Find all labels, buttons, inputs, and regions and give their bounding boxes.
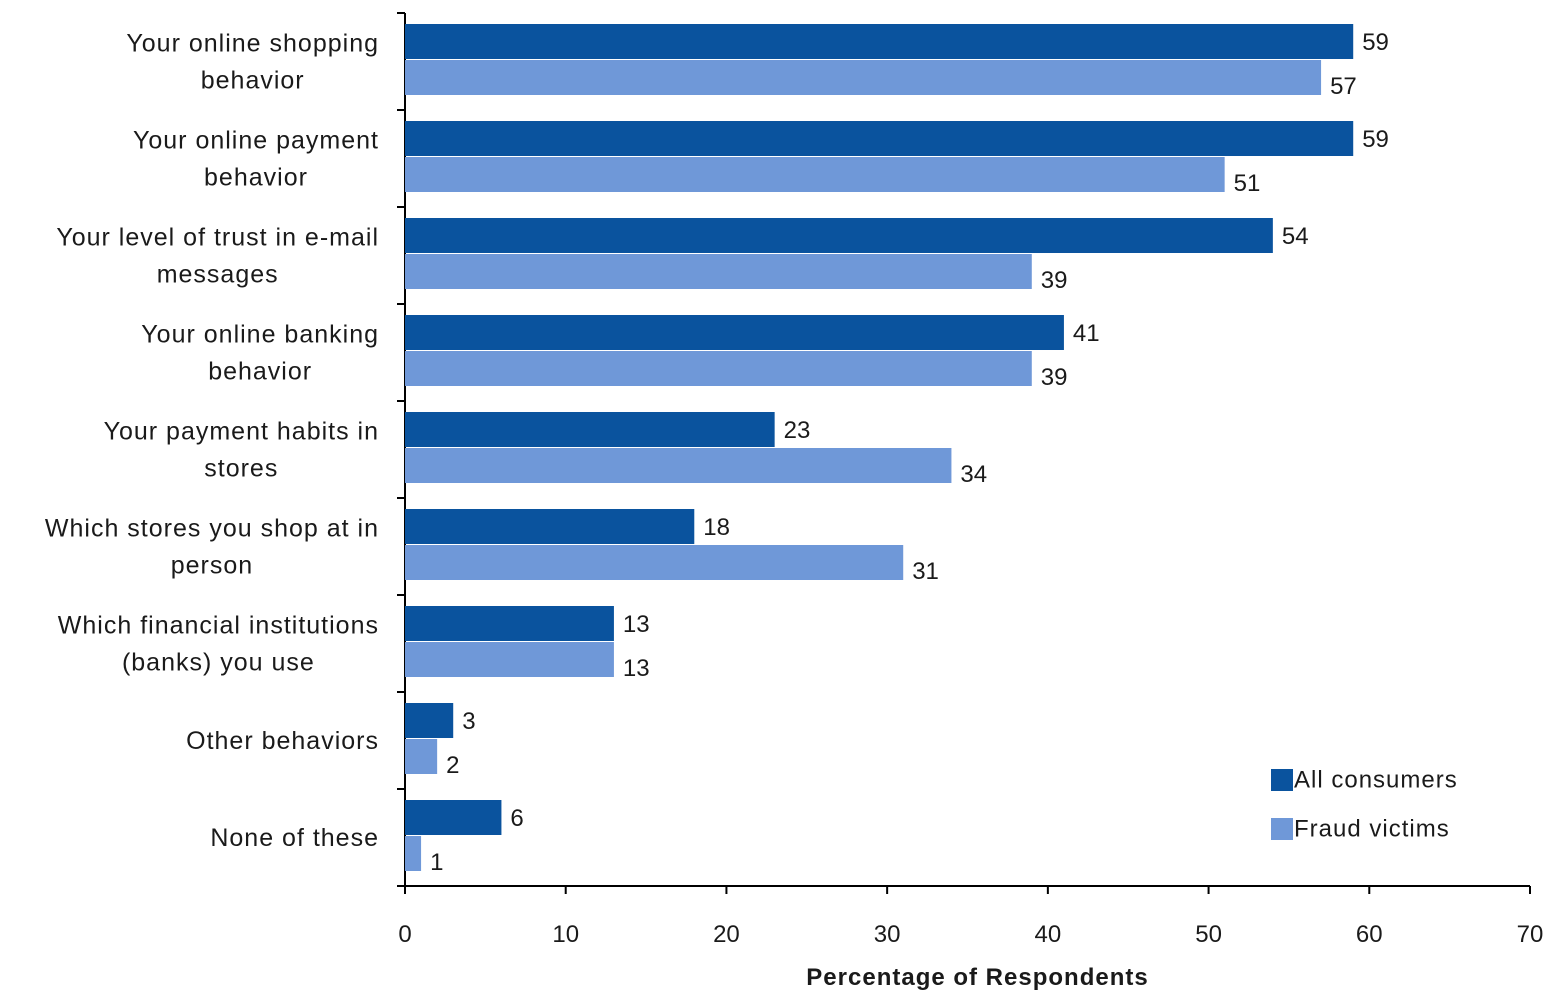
category-label: behavior <box>201 67 305 95</box>
data-label: 1 <box>430 849 443 876</box>
data-label: 39 <box>1041 267 1068 294</box>
data-label: 13 <box>623 655 650 682</box>
x-tick-label: 60 <box>1356 921 1383 948</box>
category-label: person <box>171 552 253 580</box>
bar-all-consumers <box>405 412 775 447</box>
bar-all-consumers <box>405 24 1353 59</box>
data-label: 57 <box>1330 73 1357 100</box>
bar-all-consumers <box>405 218 1273 253</box>
bar-fraud-victims <box>405 448 951 483</box>
category-label: Which financial institutions <box>58 612 379 640</box>
data-label: 13 <box>623 611 650 638</box>
x-tick-label: 10 <box>552 921 579 948</box>
bar-all-consumers <box>405 703 453 738</box>
category-label: Your online shopping <box>126 30 379 58</box>
x-tick-label: 20 <box>713 921 740 948</box>
category-label: Your online banking <box>141 321 379 349</box>
legend-label: Fraud victims <box>1294 815 1450 842</box>
bar-fraud-victims <box>405 254 1032 289</box>
x-tick-label: 0 <box>398 921 411 948</box>
data-label: 59 <box>1362 126 1389 153</box>
data-label: 39 <box>1041 364 1068 391</box>
bar-fraud-victims <box>405 351 1032 386</box>
bars <box>405 24 1353 871</box>
category-label: behavior <box>204 164 308 192</box>
bar-all-consumers <box>405 800 501 835</box>
category-label: None of these <box>210 824 379 852</box>
bar-all-consumers <box>405 315 1064 350</box>
x-tick-label: 30 <box>874 921 901 948</box>
bar-all-consumers <box>405 606 614 641</box>
legend-swatch <box>1271 769 1293 791</box>
bar-all-consumers <box>405 509 694 544</box>
data-label: 31 <box>912 558 939 585</box>
category-label: stores <box>204 455 278 483</box>
category-label: Your online payment <box>133 127 379 155</box>
data-label: 2 <box>446 752 459 779</box>
category-label: Your level of trust in e-mail <box>56 224 379 252</box>
category-label: Your payment habits in <box>104 418 379 446</box>
category-label: behavior <box>208 358 312 386</box>
data-label: 59 <box>1362 29 1389 56</box>
bar-all-consumers <box>405 121 1353 156</box>
data-label: 3 <box>462 708 475 735</box>
bar-fraud-victims <box>405 642 614 677</box>
legend: All consumers Fraud victims <box>1271 766 1458 842</box>
data-label: 51 <box>1234 170 1261 197</box>
legend-label: All consumers <box>1294 766 1458 793</box>
bar-fraud-victims <box>405 60 1321 95</box>
bar-fraud-victims <box>405 836 421 871</box>
category-label: Other behaviors <box>186 727 379 755</box>
x-axis-title: Percentage of Respondents <box>806 964 1148 990</box>
x-tick-label: 70 <box>1517 921 1544 948</box>
data-label: 23 <box>784 417 811 444</box>
bar-fraud-victims <box>405 545 903 580</box>
data-label: 18 <box>703 514 730 541</box>
legend-swatch <box>1271 818 1293 840</box>
data-label: 6 <box>510 805 523 832</box>
category-label: messages <box>157 261 279 289</box>
x-tick-label: 40 <box>1035 921 1062 948</box>
x-tick-label: 50 <box>1195 921 1222 948</box>
category-label: Which stores you shop at in <box>45 515 379 543</box>
category-labels: Your online shopping behavior Your online … <box>45 30 379 853</box>
data-label: 54 <box>1282 223 1309 250</box>
bar-fraud-victims <box>405 739 437 774</box>
x-ticks: 0 10 20 30 40 50 60 70 <box>398 886 1543 948</box>
data-label: 34 <box>960 461 987 488</box>
category-label: (banks) you use <box>122 649 315 677</box>
data-label: 41 <box>1073 320 1100 347</box>
bar-fraud-victims <box>405 157 1225 192</box>
